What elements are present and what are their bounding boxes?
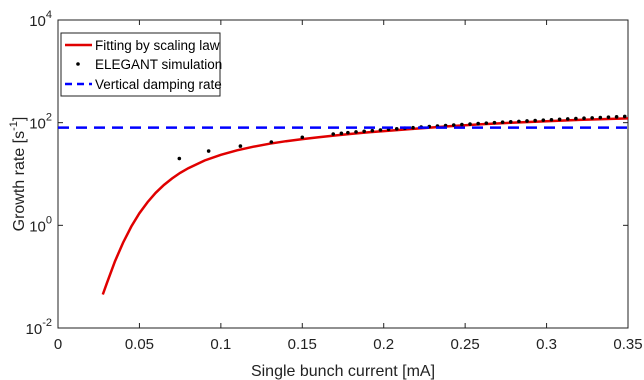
axis-ticks bbox=[57, 19, 629, 329]
simulation-point bbox=[370, 128, 375, 133]
simulation-point bbox=[339, 131, 344, 136]
legend-label-damping: Vertical damping rate bbox=[95, 77, 222, 92]
legend: Fitting by scaling law ELEGANT simulatio… bbox=[60, 32, 222, 97]
x-tick-label: 0.15 bbox=[288, 336, 317, 353]
simulation-point bbox=[460, 122, 464, 127]
y-tick-label: 10-2 bbox=[26, 317, 52, 338]
simulation-point bbox=[549, 117, 554, 122]
x-tick-label: 0.3 bbox=[536, 336, 557, 353]
simulation-point bbox=[533, 118, 537, 123]
simulation-point bbox=[557, 117, 562, 122]
y-tick-label-base: 10 bbox=[29, 116, 46, 133]
y-tick-label: 100 bbox=[29, 214, 52, 235]
y-tick-label-exponent: 2 bbox=[46, 112, 52, 124]
x-axis-label: Single bunch current [mA] bbox=[251, 363, 435, 380]
simulation-point bbox=[378, 128, 383, 132]
simulation-point bbox=[574, 116, 578, 121]
simulation-point bbox=[565, 117, 570, 121]
simulation-point bbox=[206, 149, 211, 153]
plot-area bbox=[58, 114, 629, 295]
simulation-point bbox=[394, 126, 399, 131]
simulation-point bbox=[622, 114, 627, 119]
simulation-point bbox=[500, 120, 505, 125]
simulation-point bbox=[238, 144, 243, 148]
y-tick-label-exponent: -2 bbox=[42, 317, 52, 329]
legend-swatch-simulation bbox=[76, 62, 80, 66]
simulation-point bbox=[451, 123, 456, 127]
legend-box bbox=[60, 32, 221, 97]
y-tick-label: 102 bbox=[29, 112, 52, 133]
x-tick-label: 0.25 bbox=[451, 336, 480, 353]
simulation-point bbox=[346, 130, 350, 135]
legend-label-fit: Fitting by scaling law bbox=[95, 38, 220, 53]
x-tick-label: 0.05 bbox=[125, 336, 154, 353]
y-tick-label-base: 10 bbox=[29, 218, 46, 235]
x-tick-label: 0.1 bbox=[210, 336, 231, 353]
simulation-point bbox=[525, 119, 529, 123]
simulation-point bbox=[590, 116, 594, 120]
simulation-point bbox=[354, 130, 358, 134]
y-axis-label: Growth rate [s-1] bbox=[8, 117, 28, 232]
x-tick-label: 0.35 bbox=[613, 336, 642, 353]
x-tick-label: 0 bbox=[54, 336, 62, 353]
simulation-point bbox=[411, 125, 415, 130]
simulation-point bbox=[331, 132, 336, 136]
simulation-point bbox=[362, 129, 366, 134]
y-tick-label-exponent: 0 bbox=[46, 214, 52, 226]
y-tick-label: 104 bbox=[29, 9, 52, 30]
fit-curve bbox=[101, 117, 629, 295]
simulation-point bbox=[614, 115, 619, 119]
y-tick-label-base: 10 bbox=[29, 13, 46, 30]
x-tick-label: 0.2 bbox=[373, 336, 394, 353]
simulation-point bbox=[606, 115, 611, 119]
simulation-point bbox=[484, 121, 489, 125]
simulation-point bbox=[177, 156, 182, 161]
simulation-point bbox=[541, 118, 546, 122]
simulation-point bbox=[468, 122, 472, 126]
y-tick-label-exponent: 4 bbox=[46, 9, 52, 21]
simulation-point bbox=[598, 115, 603, 120]
simulation-point bbox=[476, 121, 480, 126]
simulation-point bbox=[492, 120, 497, 125]
y-tick-label-base: 10 bbox=[26, 321, 43, 338]
simulation-point bbox=[300, 135, 305, 140]
simulation-point bbox=[508, 119, 513, 124]
simulation-point bbox=[517, 119, 521, 124]
legend-label-simulation: ELEGANT simulation bbox=[95, 57, 222, 72]
simulation-point bbox=[269, 140, 274, 144]
simulation-point bbox=[582, 116, 586, 121]
